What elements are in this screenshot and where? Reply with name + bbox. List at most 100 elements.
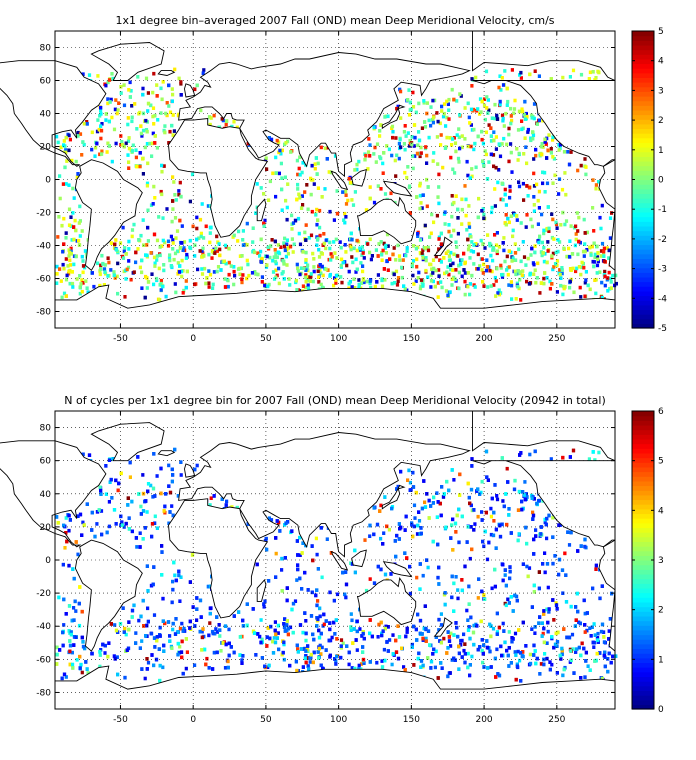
bin-cell [415,264,419,269]
bin-cell [284,198,288,203]
bin-cell [398,258,402,262]
bin-cell [176,261,180,265]
bin-cell [542,245,546,250]
bin-cell [583,611,587,616]
bin-cell [391,129,395,134]
bin-cell [360,634,364,638]
bin-cell [492,519,496,523]
bin-cell [319,663,323,668]
bin-cell [440,485,444,489]
bin-cell [568,255,572,259]
bin-cell [450,468,454,472]
bin-cell [539,250,543,254]
bin-cell [151,495,155,499]
bin-cell [437,172,441,177]
coastline-greenland [90,422,165,462]
bin-cell [312,265,316,269]
colorbar-tick-label: 4 [658,57,664,67]
bin-cell [519,259,523,264]
bin-cell [580,265,584,270]
bin-cell [451,517,455,522]
bin-cell [298,272,302,277]
bin-cell [481,660,485,665]
bin-cell [215,234,219,239]
bin-cell [290,227,294,231]
bin-cell [264,265,269,269]
bin-cell [553,262,558,266]
bin-cell [512,258,516,262]
bin-cell [146,161,150,166]
bin-cell [84,660,88,664]
bin-cell [503,192,507,197]
bin-cell [559,283,563,288]
bin-cell [456,156,461,161]
bin-cell [540,240,544,245]
bin-cell [108,480,112,484]
bin-cell [416,656,420,661]
bin-cell [71,285,75,289]
bin-cell [456,254,460,258]
bin-cell [412,244,416,248]
bin-cell [58,174,62,178]
bin-cell [468,663,472,667]
bin-cell [476,514,480,519]
bin-cell [64,257,68,261]
bin-cell [104,492,108,496]
bin-cell [81,264,86,268]
bin-cell [429,279,434,283]
bin-cell [537,118,541,123]
bin-cell [503,573,507,577]
bin-cell [412,624,416,629]
bin-cell [499,197,503,202]
bin-cell [419,531,423,536]
bin-cell [246,141,250,146]
bin-cell [517,628,521,632]
bin-cell [560,268,564,272]
bin-cell [245,243,249,247]
colorbar-segment [632,314,654,320]
bin-cell [463,106,467,110]
bin-cell [98,114,102,118]
bin-cell [503,259,507,264]
bin-cell [524,644,528,648]
bin-cell [577,239,581,244]
bin-cell [129,277,133,282]
bin-cell [416,143,420,147]
coastline-southAmerica [74,159,143,271]
bin-cell [222,259,226,264]
bin-cell [349,180,353,185]
bin-cell [560,646,564,651]
bin-cell [585,230,589,235]
bin-cell [544,522,548,527]
bin-cell [159,491,163,496]
bin-cell [447,108,451,112]
bin-cell [82,523,86,527]
bin-cell [368,154,372,158]
bin-cell [304,268,308,272]
bin-cell [558,142,563,147]
bin-cell [190,553,195,557]
bin-cell [411,166,415,171]
bin-cell [282,277,286,281]
bin-cell [583,294,587,299]
bin-cell [547,133,551,137]
bin-cell [470,654,474,659]
bin-cell [554,250,558,255]
bin-cell [137,111,141,116]
bin-cell [140,286,144,290]
bin-cell [495,647,499,652]
bin-cell [446,249,450,254]
bin-cell [515,281,519,286]
bin-cell [546,205,550,209]
bin-cell [322,232,326,236]
bin-cell [321,273,325,278]
bin-cell [85,120,89,124]
bin-cell [479,110,483,114]
bin-cell [277,171,281,176]
bin-cell [184,256,188,260]
bin-cell [431,501,435,505]
bin-cell [463,642,467,646]
bin-cell [576,229,580,233]
bin-cell [224,122,228,127]
bin-cell [418,618,423,623]
